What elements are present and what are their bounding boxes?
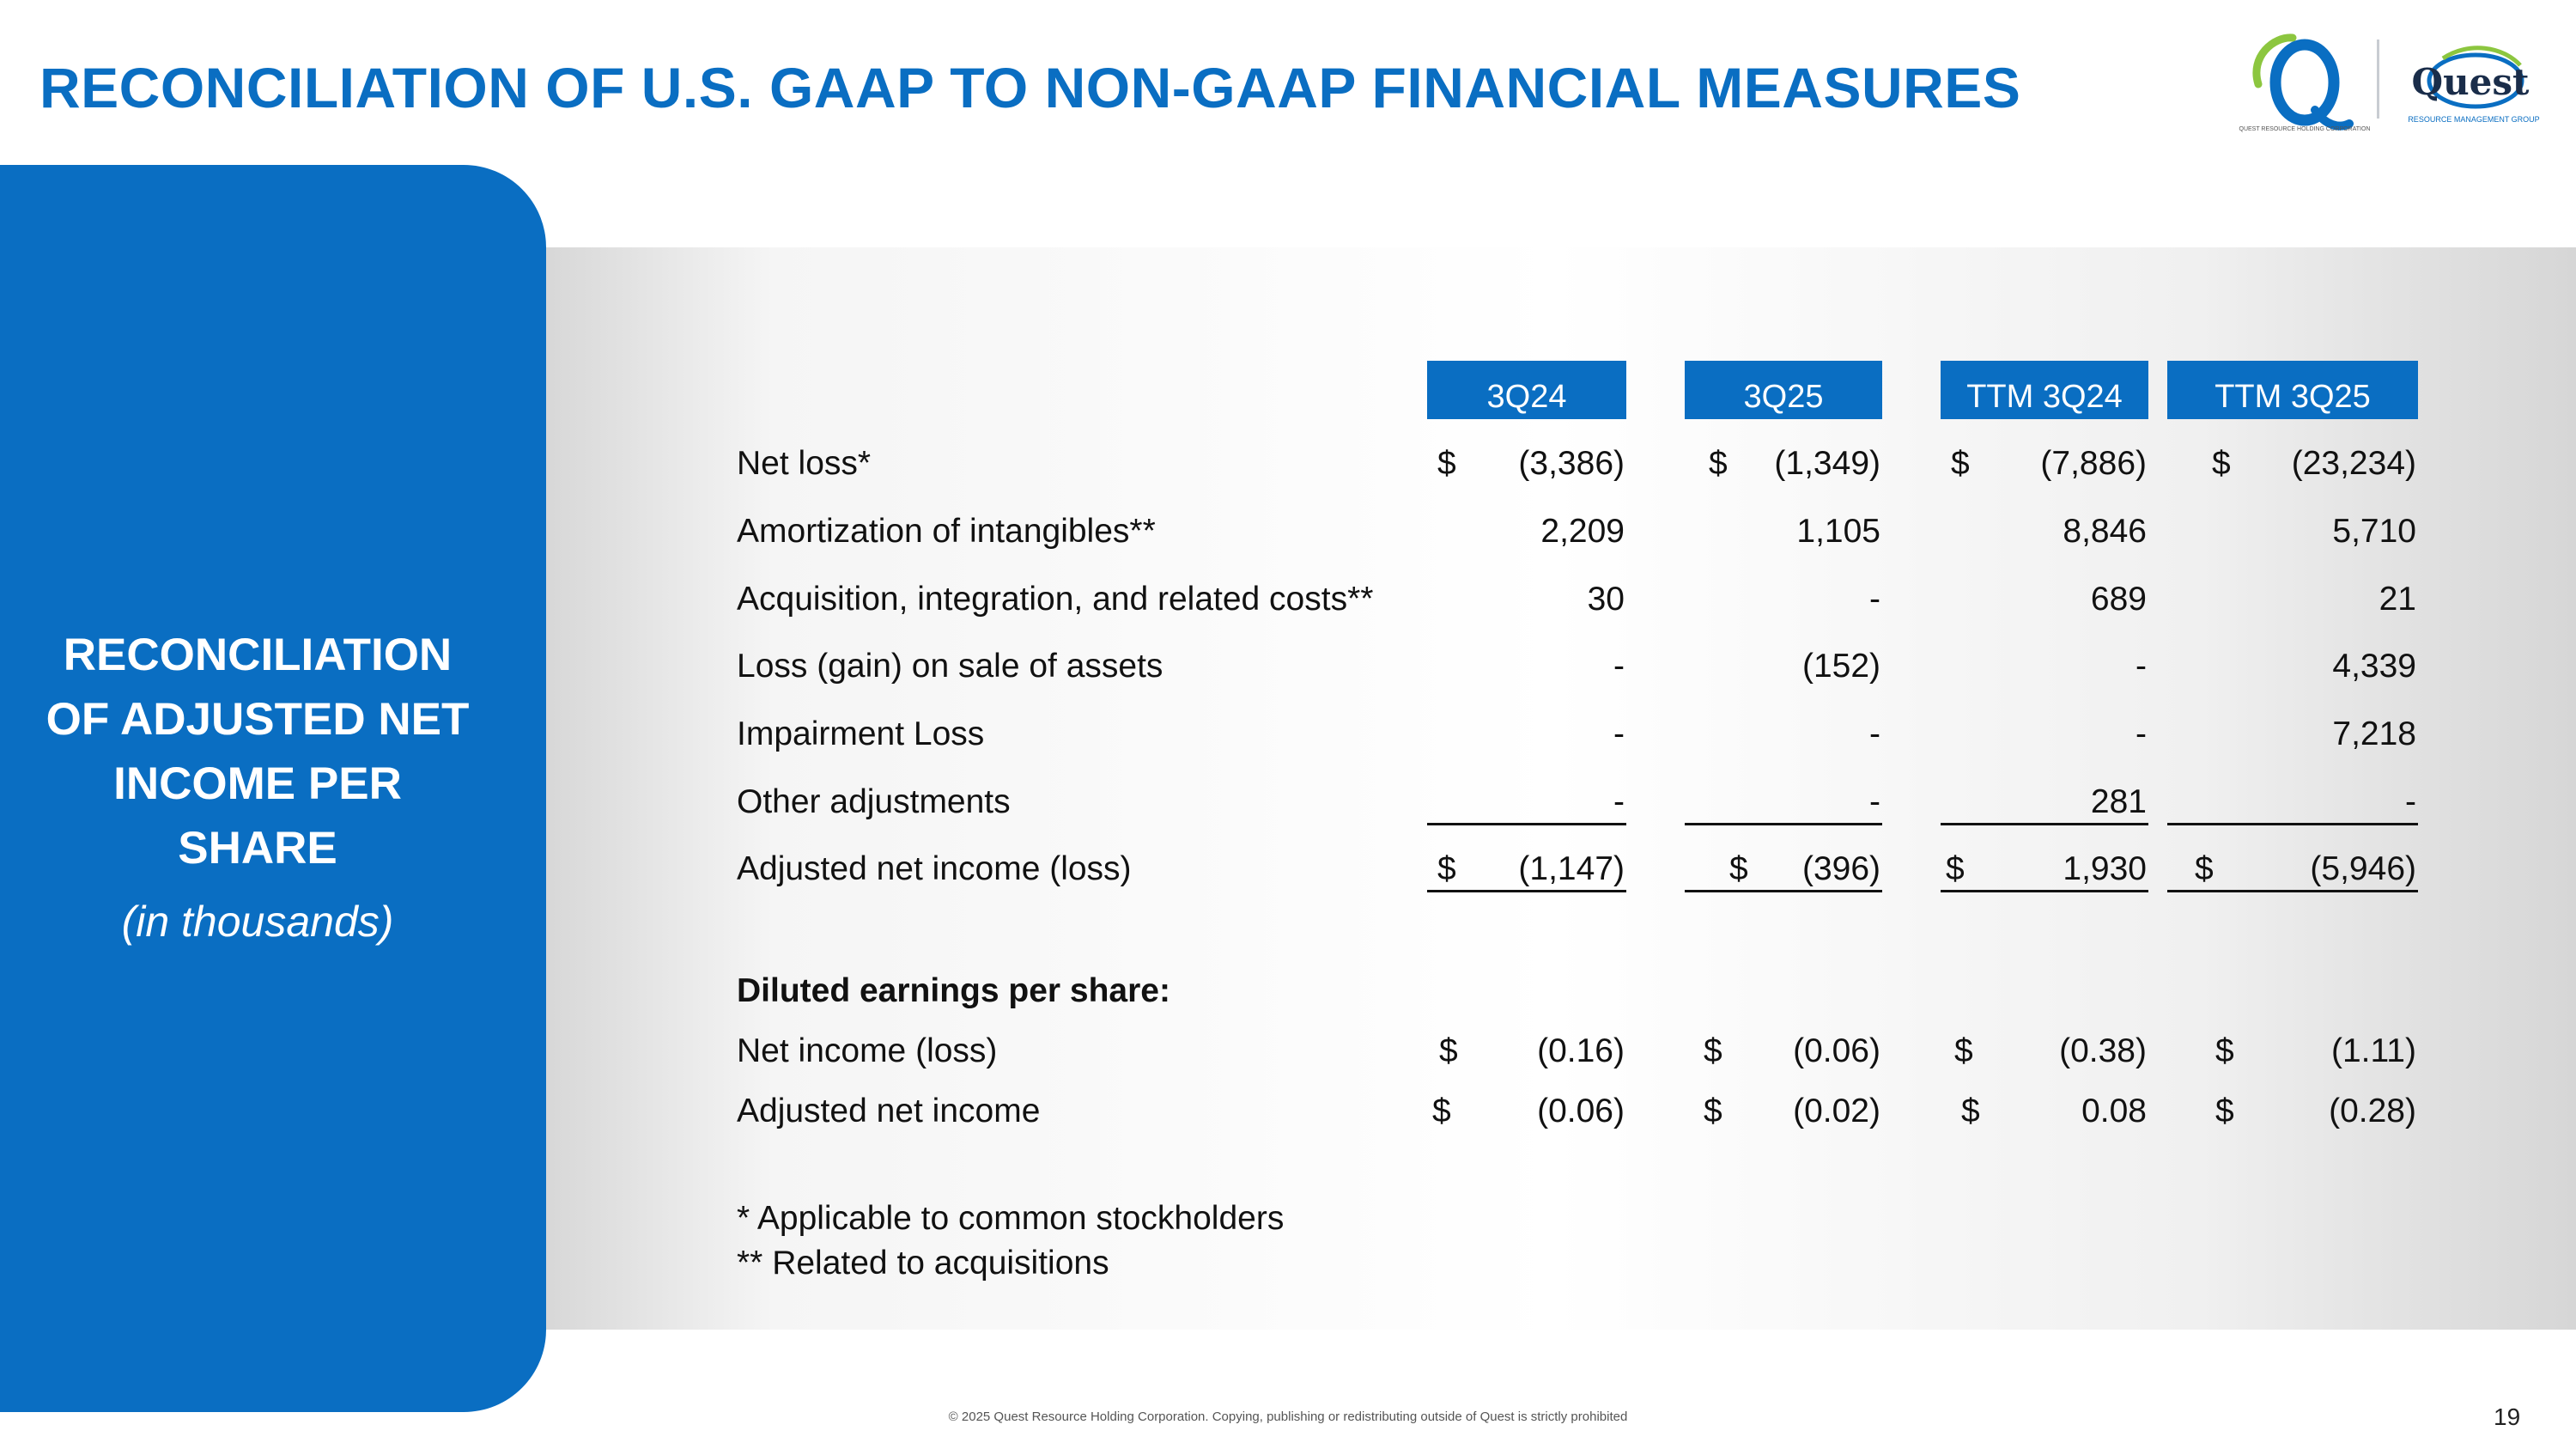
table-cell: 8,846: [2063, 513, 2147, 550]
table-cell: -: [2405, 783, 2416, 820]
column-header-3q25: 3Q25: [1685, 361, 1882, 419]
table-cell: 1,105: [1796, 513, 1880, 550]
row-label-impairment-loss: Impairment Loss: [737, 715, 985, 752]
units-note: (in thousands): [121, 898, 394, 946]
currency-symbol: $: [1729, 850, 1748, 887]
subtotal-rule: [1685, 823, 1882, 825]
table-cell: (5,946): [2310, 850, 2416, 887]
table-cell: 4,339: [2332, 648, 2416, 685]
currency-symbol: $: [1951, 445, 1970, 482]
currency-symbol: $: [2212, 445, 2231, 482]
subtotal-rule: [2167, 823, 2418, 825]
table-cell: -: [2136, 715, 2147, 752]
currency-symbol: $: [2195, 850, 2214, 887]
section-sidebar: [0, 165, 546, 1412]
currency-symbol: $: [1704, 1093, 1722, 1129]
currency-symbol: $: [2215, 1032, 2234, 1069]
row-label-adjusted-net-income: Adjusted net income (loss): [737, 850, 1132, 887]
table-cell: (7,886): [2040, 445, 2147, 482]
row-label-adjusted-net-income-eps: Adjusted net income: [737, 1093, 1041, 1129]
table-cell: (0.02): [1793, 1093, 1880, 1129]
logo-group: QUEST RESOURCE HOLDING CORPORATION Quest…: [2233, 24, 2550, 136]
table-cell: -: [1613, 648, 1625, 685]
column-header-ttm-3q24: TTM 3Q24: [1941, 361, 2148, 419]
currency-symbol: $: [1437, 445, 1456, 482]
table-cell: (1.11): [2331, 1032, 2416, 1069]
row-label-sale-of-assets: Loss (gain) on sale of assets: [737, 648, 1163, 685]
footnote: ** Related to acquisitions: [737, 1245, 1109, 1282]
currency-symbol: $: [1432, 1093, 1451, 1129]
section-heading: RECONCILIATION OF ADJUSTED NET INCOME PE…: [0, 623, 515, 880]
left-logo-caption: QUEST RESOURCE HOLDING CORPORATION: [2239, 126, 2371, 132]
table-cell: 5,710: [2332, 513, 2416, 550]
right-logo-name: Quest: [2412, 61, 2530, 103]
footnote: * Applicable to common stockholders: [737, 1200, 1285, 1237]
currency-symbol: $: [1439, 1032, 1458, 1069]
page-title: RECONCILIATION OF U.S. GAAP TO NON-GAAP …: [39, 56, 2021, 119]
table-cell: 281: [2090, 783, 2147, 820]
table-cell: (1,349): [1774, 445, 1880, 482]
table-cell: (3,386): [1518, 445, 1625, 482]
section-heading-line: RECONCILIATION: [63, 630, 453, 680]
subtotal-rule: [1941, 823, 2148, 825]
quest-q-logo-icon: QUEST RESOURCE HOLDING CORPORATION: [2239, 33, 2371, 132]
row-label-other-adjustments: Other adjustments: [737, 783, 1011, 820]
quest-globe-logo-icon: Quest RESOURCE MANAGEMENT GROUP: [2408, 46, 2540, 124]
table-cell: -: [1613, 783, 1625, 820]
row-label-acquisition-costs: Acquisition, integration, and related co…: [737, 581, 1374, 618]
section-heading-line: SHARE: [178, 823, 337, 874]
total-rule: [1427, 890, 1626, 892]
table-cell: (152): [1801, 648, 1880, 685]
currency-symbol: $: [1954, 1032, 1973, 1069]
table-cell: 689: [2090, 581, 2147, 618]
total-rule: [2167, 890, 2418, 892]
table-background-panel: [481, 247, 2576, 1330]
table-cell: (1,147): [1518, 850, 1625, 887]
row-label-amortization: Amortization of intangibles**: [737, 513, 1156, 550]
table-cell: 7,218: [2332, 715, 2416, 752]
table-cell: (0.16): [1537, 1032, 1625, 1069]
copyright-footer: © 2025 Quest Resource Holding Corporatio…: [948, 1409, 1628, 1424]
section-heading-line: OF ADJUSTED NET: [46, 694, 470, 745]
currency-symbol: $: [1704, 1032, 1722, 1069]
table-cell: (0.38): [2059, 1032, 2147, 1069]
table-cell: (396): [1801, 850, 1880, 887]
table-cell: (0.28): [2329, 1093, 2416, 1129]
currency-symbol: $: [1709, 445, 1728, 482]
table-cell: -: [1613, 715, 1625, 752]
page-number: 19: [2494, 1403, 2521, 1430]
table-cell: (23,234): [2291, 445, 2416, 482]
column-header-ttm-3q25: TTM 3Q25: [2167, 361, 2418, 419]
currency-symbol: $: [2215, 1093, 2234, 1129]
eps-heading: Diluted earnings per share:: [737, 972, 1170, 1009]
table-cell: -: [1869, 581, 1880, 618]
table-cell: 21: [2379, 581, 2416, 618]
table-cell: -: [2136, 648, 2147, 685]
table-cell: 0.08: [2081, 1093, 2147, 1129]
table-cell: -: [1869, 783, 1880, 820]
logo-divider: [2377, 40, 2379, 119]
total-rule: [1685, 890, 1882, 892]
section-heading-line: INCOME PER: [113, 758, 402, 809]
currency-symbol: $: [1961, 1093, 1980, 1129]
table-cell: (0.06): [1793, 1032, 1880, 1069]
table-cell: 2,209: [1540, 513, 1625, 550]
currency-symbol: $: [1437, 850, 1456, 887]
table-cell: (0.06): [1537, 1093, 1625, 1129]
row-label-net-income-eps: Net income (loss): [737, 1032, 998, 1069]
row-label-net-loss: Net loss*: [737, 445, 872, 482]
column-header-3q24: 3Q24: [1427, 361, 1626, 419]
right-logo-caption: RESOURCE MANAGEMENT GROUP: [2408, 115, 2539, 124]
table-cell: -: [1869, 715, 1880, 752]
total-rule: [1941, 890, 2148, 892]
currency-symbol: $: [1946, 850, 1965, 887]
subtotal-rule: [1427, 823, 1626, 825]
table-cell: 30: [1587, 581, 1625, 618]
table-cell: 1,930: [2063, 850, 2147, 887]
